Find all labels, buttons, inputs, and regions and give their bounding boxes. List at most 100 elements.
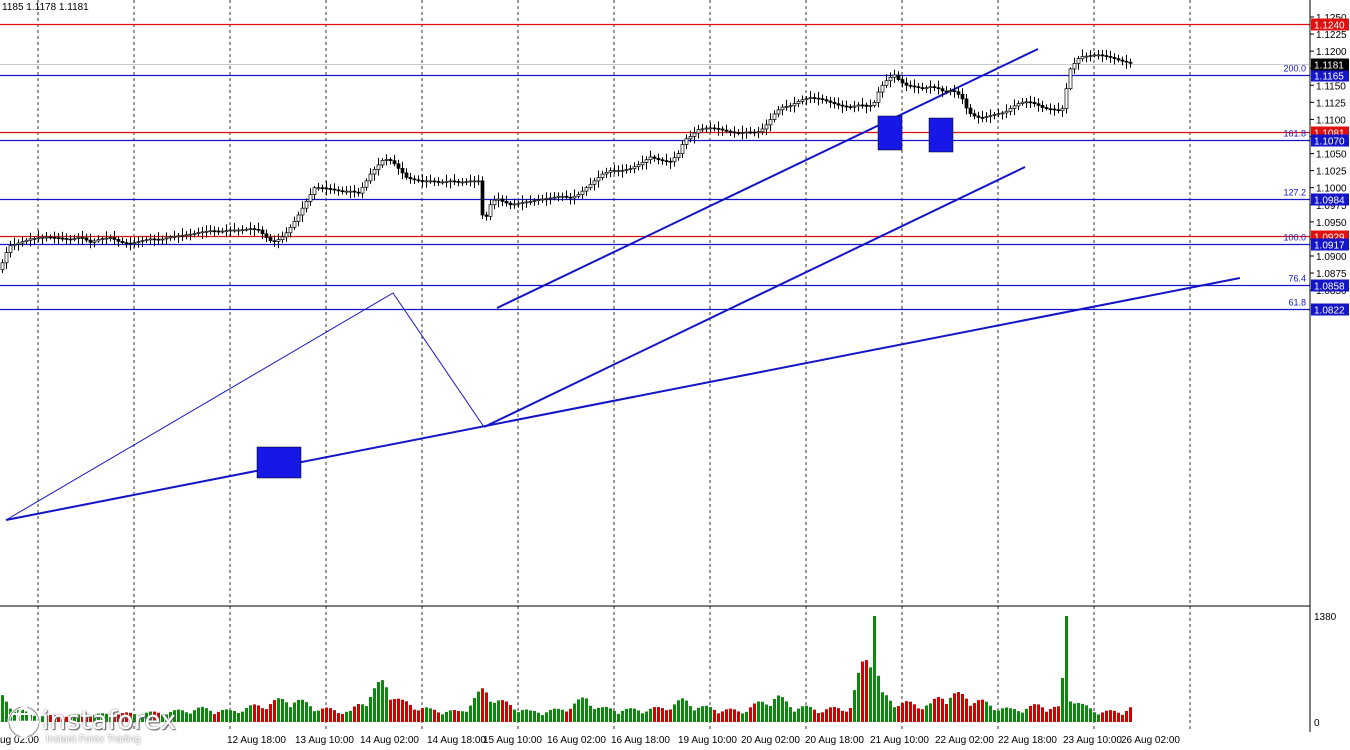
volume-bar — [913, 704, 916, 722]
candle-body — [400, 168, 405, 174]
candle-body — [508, 202, 513, 206]
volume-bar — [641, 713, 644, 722]
signal-box-3[interactable] — [928, 117, 954, 153]
candle-body — [328, 188, 333, 190]
volume-bar — [153, 711, 156, 722]
candle-body — [892, 74, 897, 78]
volume-bar — [905, 701, 908, 722]
candle-body — [356, 191, 361, 194]
candle-body — [500, 198, 505, 202]
candle-body — [720, 128, 725, 131]
candle-body — [976, 115, 981, 118]
candle-body — [1128, 61, 1133, 64]
level-badge-1.1240 — [1311, 18, 1349, 31]
volume-bar — [1125, 710, 1128, 722]
volume-bar — [581, 697, 584, 722]
candle-body — [644, 159, 649, 163]
zigzag-line[interactable] — [5, 292, 485, 521]
time-tick-label: 20 Aug 18:00 — [805, 735, 864, 746]
candle-body — [64, 238, 69, 240]
volume-bar — [669, 709, 672, 722]
level-badge-1.0984 — [1311, 193, 1349, 206]
candle-body — [432, 180, 437, 183]
volume-bar — [993, 710, 996, 722]
volume-bar — [553, 708, 556, 722]
volume-bar — [629, 708, 632, 722]
time-tick-label: 21 Aug 10:00 — [870, 735, 929, 746]
volume-bar — [597, 707, 600, 722]
volume-bar — [185, 712, 188, 722]
candle-body — [568, 196, 573, 199]
time-tick-label: 13 Aug 10:00 — [295, 735, 354, 746]
candle-body — [780, 106, 785, 111]
candle-body — [580, 190, 585, 195]
volume-bar — [621, 710, 624, 722]
signal-box-1[interactable] — [256, 446, 302, 479]
volume-bar — [845, 711, 848, 722]
channel-lower-line[interactable] — [483, 166, 1026, 428]
volume-bar — [777, 695, 780, 722]
candle-body — [404, 172, 409, 178]
volume-bar — [661, 708, 664, 722]
candle-body — [608, 170, 613, 173]
candle-body — [320, 187, 325, 190]
level-badge-text: 1.0917 — [1314, 241, 1345, 252]
candle-body — [1012, 105, 1017, 109]
volume-bar — [865, 660, 868, 722]
volume-bar — [117, 714, 120, 722]
volume-bar — [681, 698, 684, 722]
candle-body — [72, 238, 77, 240]
candle-body — [628, 168, 633, 170]
channel-upper-line[interactable] — [496, 48, 1039, 309]
volume-bar — [917, 708, 920, 722]
volume-bar — [233, 710, 236, 722]
volume-bar — [297, 699, 300, 722]
candle-body — [524, 201, 529, 204]
candle-body — [256, 229, 261, 231]
volume-bar — [293, 702, 296, 722]
volume-bar — [753, 703, 756, 722]
candle-body — [152, 238, 157, 241]
candle-body — [376, 164, 381, 170]
volume-bar — [133, 714, 136, 722]
candle-body — [472, 180, 477, 183]
candle-body — [384, 159, 389, 161]
level-badge-1.1165 — [1311, 69, 1349, 82]
volume-bar — [61, 717, 64, 722]
candle-body — [388, 159, 393, 161]
volume-bar — [925, 705, 928, 722]
volume-bar — [1085, 705, 1088, 722]
candle-body — [52, 236, 57, 239]
volume-bar — [821, 712, 824, 722]
globe-icon — [7, 705, 41, 739]
volume-bar — [429, 708, 432, 722]
signal-markers[interactable] — [256, 115, 954, 479]
candle-body — [896, 74, 901, 80]
volume-bar — [493, 702, 496, 722]
candle-body — [672, 157, 677, 163]
candle-body — [140, 240, 145, 242]
brand-name: instaforex — [42, 706, 177, 736]
candle-body — [452, 180, 457, 183]
price-tick-label: 1.1125 — [1316, 98, 1346, 109]
volume-bar — [221, 709, 224, 722]
candle-body — [988, 115, 993, 117]
candle-body — [316, 187, 321, 190]
lower-support-trendline[interactable] — [5, 277, 1241, 521]
volume-bar — [405, 701, 408, 722]
fib-label-200.0: 200.0 — [1283, 64, 1306, 74]
candle-body — [336, 189, 341, 192]
volume-bar — [1065, 616, 1068, 722]
candle-body — [448, 180, 453, 183]
candle-body — [884, 80, 889, 86]
candle-body — [188, 233, 193, 236]
signal-box-2[interactable] — [877, 115, 903, 151]
candle-body — [980, 117, 985, 119]
candle-body — [32, 238, 37, 240]
volume-bar — [817, 713, 820, 722]
trend-lines[interactable] — [5, 48, 1241, 521]
candle-body — [208, 230, 213, 233]
volume-bar — [85, 716, 88, 722]
candle-body — [220, 230, 225, 233]
